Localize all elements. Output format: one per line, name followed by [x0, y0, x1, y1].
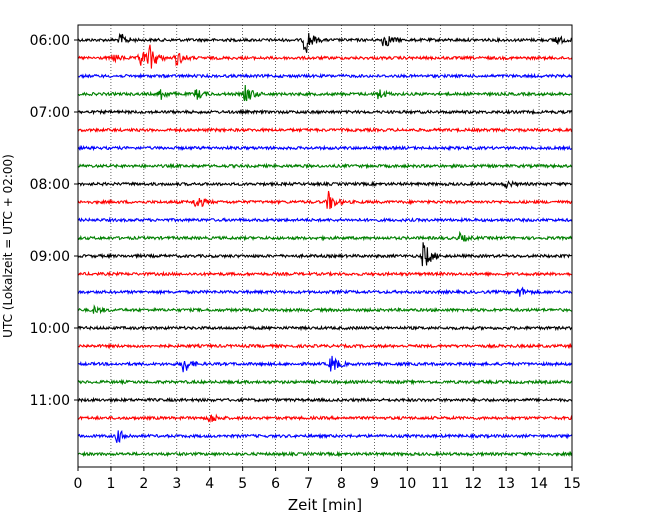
x-axis-label: Zeit [min]: [288, 496, 362, 514]
trace-lines: [77, 32, 573, 458]
trace-0915: [77, 270, 573, 278]
trace-0730: [77, 144, 573, 152]
trace-0645: [77, 84, 573, 102]
x-tick-label: 15: [563, 476, 581, 492]
x-tick-label: 8: [337, 476, 346, 492]
trace-0945: [77, 304, 573, 315]
trace-1000: [77, 324, 573, 332]
trace-0630: [77, 72, 573, 80]
x-tick-label: 11: [431, 476, 449, 492]
x-tick-label: 5: [238, 476, 247, 492]
y-tick-label: 07:00: [30, 105, 70, 121]
trace-0900: [77, 242, 573, 267]
x-tick-label: 10: [398, 476, 416, 492]
x-tick-label: 7: [304, 476, 313, 492]
trace-1145: [77, 450, 573, 458]
y-tick-label: 11:00: [30, 393, 70, 409]
trace-0700: [77, 108, 573, 116]
y-tick-label: 09:00: [30, 249, 70, 265]
trace-1045: [77, 378, 573, 386]
trace-1115: [77, 413, 573, 424]
trace-0745: [77, 162, 573, 170]
x-tick-label: 14: [530, 476, 548, 492]
trace-0615: [77, 44, 573, 69]
trace-0830: [77, 216, 573, 224]
trace-0930: [77, 286, 573, 297]
trace-1015: [77, 342, 573, 350]
trace-0815: [77, 190, 573, 210]
trace-1030: [77, 355, 573, 373]
y-tick-label: 06:00: [30, 33, 70, 49]
x-tick-label: 3: [172, 476, 181, 492]
trace-1130: [77, 429, 573, 443]
x-tick-label: 12: [464, 476, 482, 492]
x-tick-label: 2: [139, 476, 148, 492]
x-tick-label: 6: [271, 476, 280, 492]
trace-0845: [77, 230, 573, 242]
x-tick-label: 0: [74, 476, 83, 492]
trace-1100: [77, 396, 573, 404]
trace-0715: [77, 126, 573, 134]
x-tick-label: 1: [106, 476, 115, 492]
y-tick-label: 10:00: [30, 321, 70, 337]
y-axis-ticks: 06:00 07:00 08:00 09:00 10:00 11:00: [30, 33, 78, 409]
y-tick-label: 08:00: [30, 177, 70, 193]
x-tick-label: 9: [370, 476, 379, 492]
x-tick-label: 4: [205, 476, 214, 492]
trace-0800: [77, 179, 573, 189]
x-axis-ticks: 0 1 2 3 4 5 6 7 8 9 10 11 12 13 14 15: [74, 467, 581, 492]
x-tick-label: 13: [497, 476, 515, 492]
trace-0600: [77, 32, 573, 53]
plot-frame: [77, 24, 573, 468]
y-axis-label: UTC (Lokalzeit = UTC + 02:00): [1, 154, 15, 338]
